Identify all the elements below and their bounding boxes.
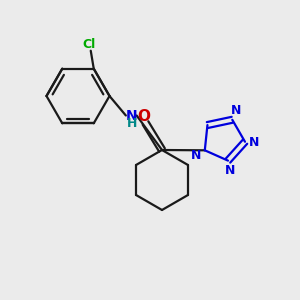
Text: O: O [137, 109, 151, 124]
Text: N: N [249, 136, 260, 149]
Text: N: N [125, 109, 137, 122]
Text: N: N [191, 148, 202, 162]
Text: Cl: Cl [82, 38, 96, 51]
Text: H: H [127, 117, 137, 130]
Text: N: N [225, 164, 235, 176]
Text: N: N [231, 104, 242, 118]
